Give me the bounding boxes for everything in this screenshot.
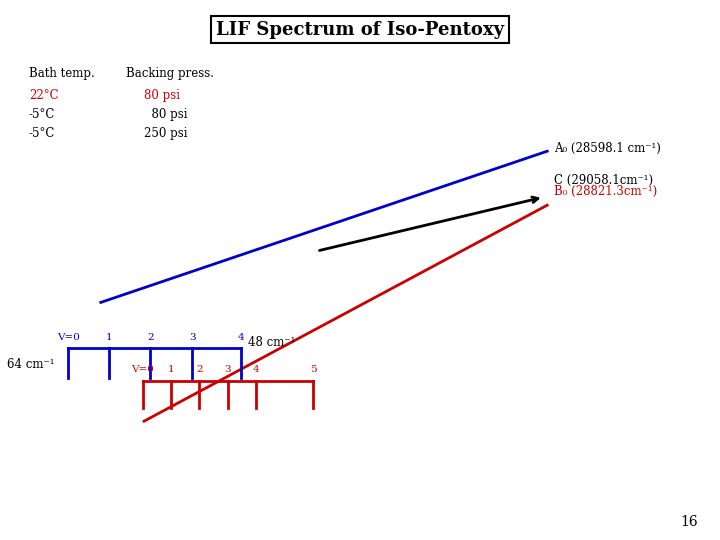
Text: 16: 16 bbox=[681, 515, 698, 529]
Text: 4: 4 bbox=[253, 365, 260, 374]
Text: 3: 3 bbox=[189, 333, 196, 342]
Text: 4: 4 bbox=[238, 333, 245, 342]
Text: 2: 2 bbox=[196, 365, 203, 374]
Text: 2: 2 bbox=[147, 333, 154, 342]
Text: 1: 1 bbox=[106, 333, 113, 342]
Text: Bath temp.: Bath temp. bbox=[29, 68, 94, 80]
Text: 3: 3 bbox=[224, 365, 231, 374]
Text: Backing press.: Backing press. bbox=[126, 68, 214, 80]
Text: A₀ (28598.1 cm⁻¹): A₀ (28598.1 cm⁻¹) bbox=[554, 142, 661, 155]
Text: 80 psi: 80 psi bbox=[144, 108, 187, 121]
Text: 250 psi: 250 psi bbox=[144, 127, 187, 140]
Text: -5°C: -5°C bbox=[29, 108, 55, 121]
Text: -5°C: -5°C bbox=[29, 127, 55, 140]
Text: 1: 1 bbox=[167, 365, 174, 374]
Text: B₀ (28821.3cm⁻¹): B₀ (28821.3cm⁻¹) bbox=[554, 185, 657, 198]
Text: 80 psi: 80 psi bbox=[144, 89, 180, 102]
Text: 22°C: 22°C bbox=[29, 89, 58, 102]
Text: V=0: V=0 bbox=[131, 365, 154, 374]
Text: LIF Spectrum of Iso-Pentoxy: LIF Spectrum of Iso-Pentoxy bbox=[216, 21, 504, 39]
Text: V=0: V=0 bbox=[57, 333, 80, 342]
Text: 5: 5 bbox=[310, 365, 317, 374]
Text: 48 cm⁻¹: 48 cm⁻¹ bbox=[248, 336, 296, 349]
Text: 64 cm⁻¹: 64 cm⁻¹ bbox=[7, 358, 55, 371]
Text: C (29058.1cm⁻¹): C (29058.1cm⁻¹) bbox=[554, 174, 654, 187]
